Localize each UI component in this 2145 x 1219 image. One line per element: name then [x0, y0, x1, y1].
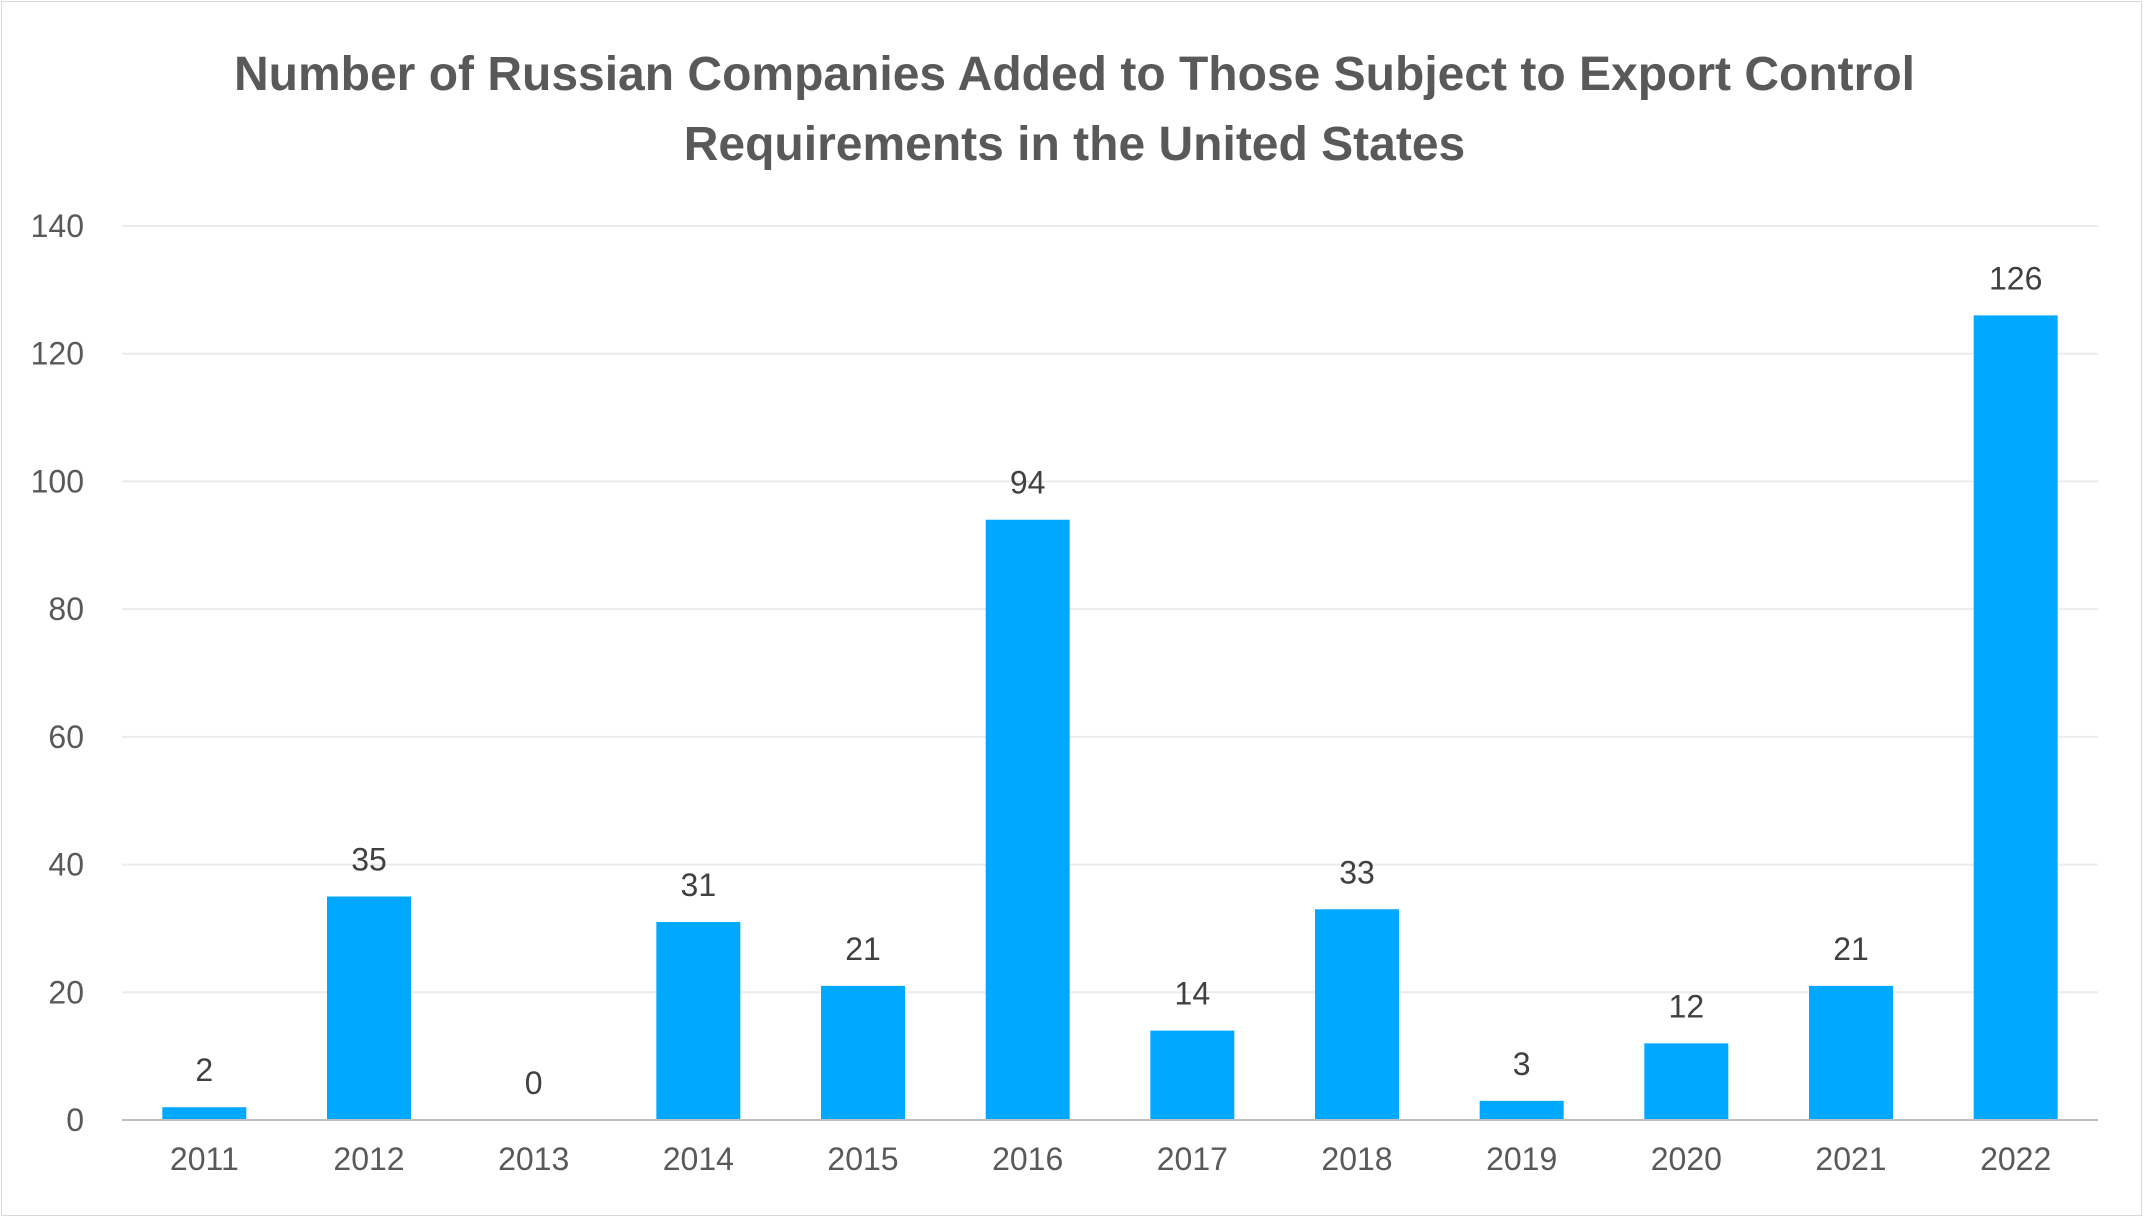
data-label: 3: [1513, 1046, 1531, 1082]
y-tick-label: 20: [48, 974, 84, 1010]
y-tick-label: 40: [48, 847, 84, 883]
bar: [1973, 315, 2058, 1120]
data-label: 12: [1669, 988, 1705, 1024]
bar: [1479, 1100, 1564, 1120]
bar: [1644, 1043, 1729, 1120]
bar: [162, 1107, 247, 1120]
bars: [162, 315, 2058, 1120]
data-label: 21: [845, 931, 881, 967]
x-tick-label: 2021: [1815, 1141, 1886, 1177]
y-tick-label: 0: [66, 1102, 84, 1138]
data-label: 2: [195, 1052, 213, 1088]
bar: [985, 519, 1070, 1120]
x-tick-label: 2017: [1157, 1141, 1228, 1177]
y-tick-label: 120: [31, 336, 84, 372]
x-axis: 2011 2012 2013 2014 2015 2016 2017 2018 2019 2020…: [122, 1119, 2098, 1177]
bar: [821, 985, 905, 1120]
bar: [1315, 909, 1399, 1120]
bar: [1150, 1030, 1235, 1120]
x-tick-label: 2011: [170, 1141, 239, 1177]
x-tick-label: 2016: [992, 1141, 1063, 1177]
data-label: 14: [1175, 976, 1211, 1012]
x-tick-label: 2014: [663, 1141, 734, 1177]
data-label: 126: [1989, 260, 2042, 296]
bar: [327, 896, 411, 1120]
data-label: 21: [1833, 931, 1869, 967]
x-tick-label: 2019: [1486, 1141, 1557, 1177]
data-label: 33: [1339, 854, 1375, 890]
x-tick-label: 2018: [1321, 1141, 1392, 1177]
gridlines: [122, 225, 2098, 994]
data-label: 35: [351, 842, 387, 878]
y-axis: 0 20 40 60 80 100 120 140: [31, 208, 84, 1138]
data-label: 31: [681, 867, 717, 903]
bar: [1809, 985, 1893, 1120]
bar: [656, 922, 741, 1120]
y-tick-label: 60: [48, 719, 84, 755]
x-tick-label: 2015: [827, 1141, 898, 1177]
y-tick-label: 140: [31, 208, 84, 244]
x-tick-label: 2020: [1651, 1141, 1722, 1177]
y-tick-label: 80: [48, 591, 84, 627]
data-label: 94: [1010, 465, 1046, 501]
x-tick-label: 2012: [333, 1141, 404, 1177]
y-tick-label: 100: [31, 463, 84, 499]
x-tick-label: 2013: [498, 1141, 569, 1177]
data-label: 0: [525, 1065, 543, 1101]
x-tick-label: 2022: [1980, 1141, 2051, 1177]
chart-title: Number of Russian Companies Added to Tho…: [234, 48, 1915, 171]
